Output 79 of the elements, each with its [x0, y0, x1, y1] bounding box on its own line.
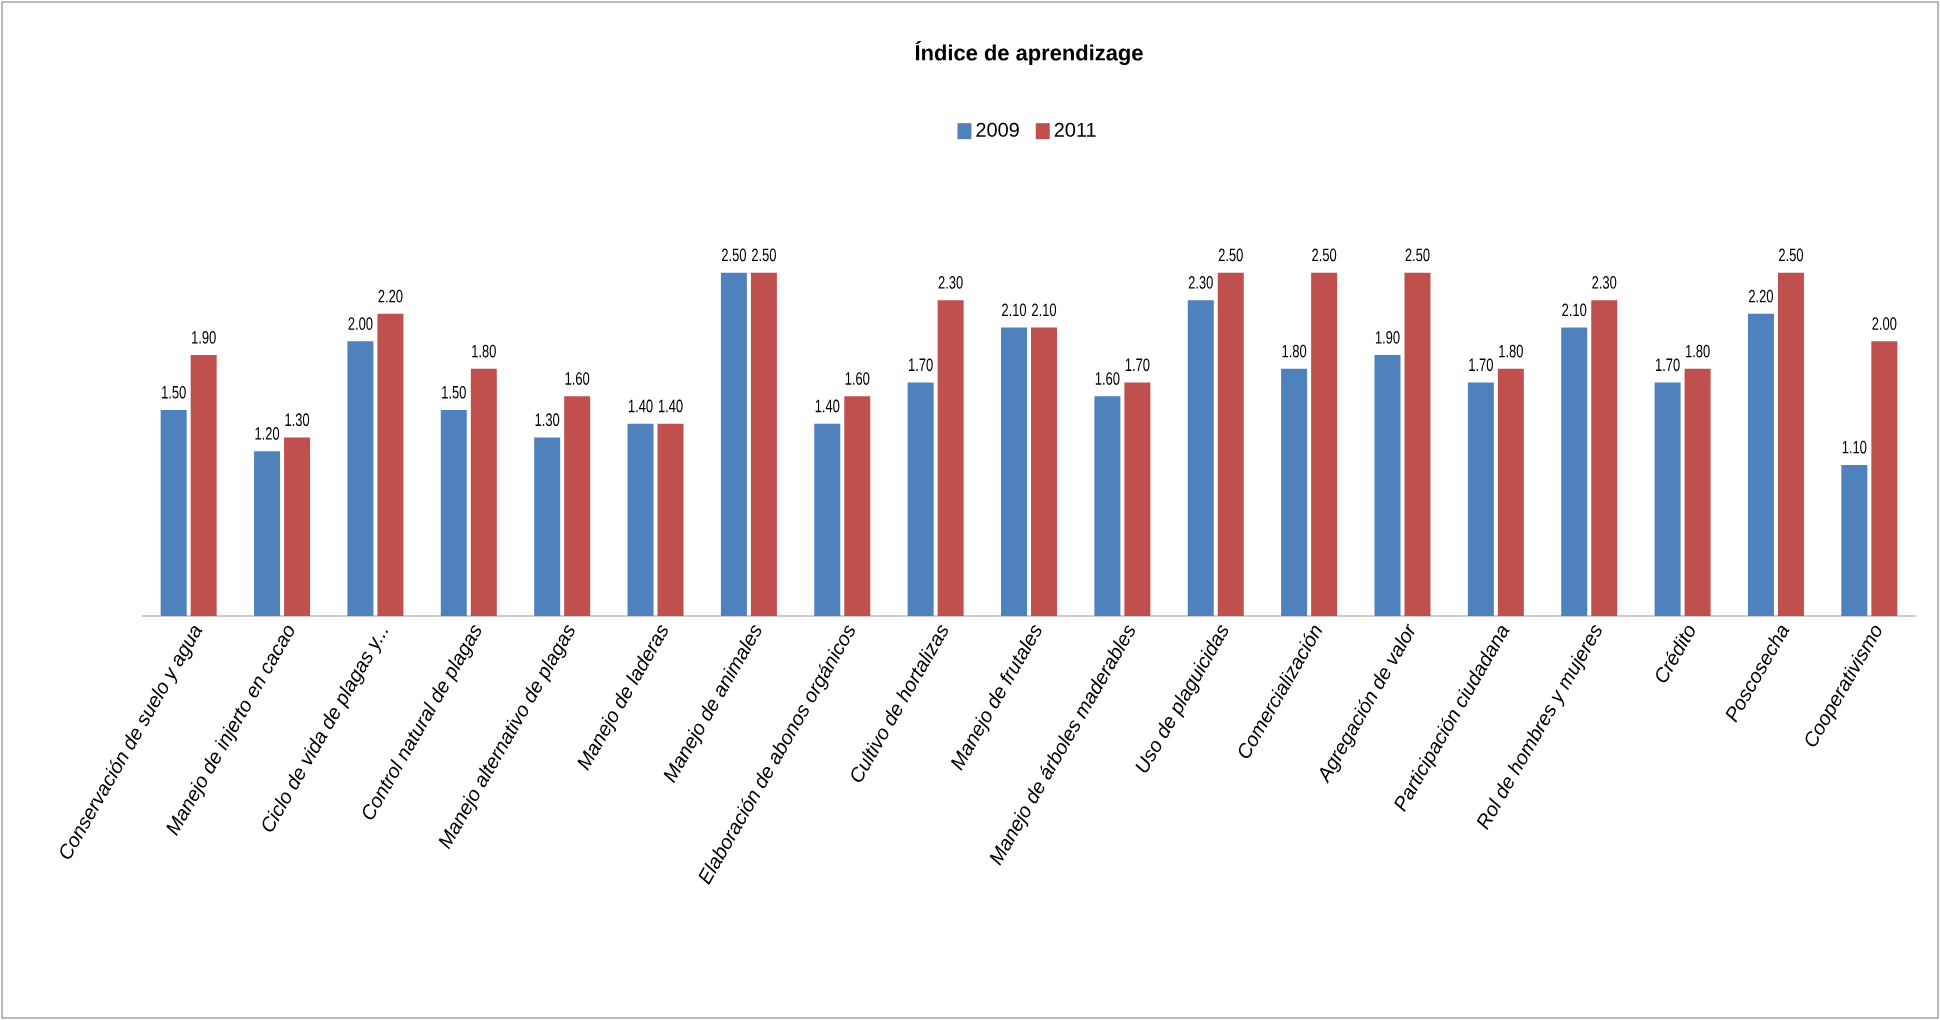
data-label: 1.60 — [845, 372, 870, 385]
bar — [1497, 368, 1524, 616]
bar — [1841, 464, 1868, 616]
bar — [1467, 382, 1494, 616]
data-label: 1.60 — [565, 372, 590, 385]
data-label: 2.50 — [1312, 248, 1337, 262]
bar — [844, 396, 871, 616]
bar — [1777, 272, 1804, 616]
data-label: 1.70 — [1125, 358, 1150, 372]
data-label: 2.10 — [1562, 303, 1587, 317]
legend-label: 2009 — [976, 122, 1019, 137]
bar — [190, 355, 217, 616]
data-label: 1.80 — [1282, 344, 1307, 358]
bar — [1654, 382, 1681, 616]
data-label: 1.80 — [472, 344, 496, 358]
data-label: 1.50 — [162, 385, 186, 399]
data-label: 1.70 — [1656, 358, 1680, 372]
bar — [1281, 368, 1308, 616]
bar — [440, 409, 467, 616]
data-label: 2.20 — [1749, 289, 1774, 303]
data-label: 1.80 — [1686, 344, 1710, 358]
data-label: 2.10 — [1032, 303, 1057, 317]
bar — [627, 423, 654, 616]
data-label: 2.50 — [751, 248, 776, 262]
bar — [284, 437, 311, 616]
data-label: 1.70 — [1469, 358, 1493, 372]
chart-title: Índice de aprendizage — [915, 40, 1143, 66]
data-label: 2.30 — [1188, 276, 1213, 289]
bar — [1871, 341, 1898, 616]
data-label: 2.00 — [348, 317, 373, 330]
data-label: 2.50 — [1218, 248, 1243, 262]
data-label: 2.50 — [721, 248, 746, 262]
bar — [1031, 327, 1058, 616]
bar — [1311, 272, 1338, 616]
legend-label: 2011 — [1054, 122, 1096, 137]
data-label: 1.90 — [192, 330, 216, 344]
bar — [937, 300, 964, 616]
data-label: 1.80 — [1499, 344, 1523, 358]
data-label: 2.30 — [1592, 276, 1617, 289]
bar — [347, 341, 374, 616]
bar — [377, 313, 404, 616]
bar — [1001, 327, 1028, 616]
bar — [254, 451, 281, 616]
bar — [1561, 327, 1588, 616]
data-label: 1.40 — [815, 399, 840, 413]
bar — [907, 382, 934, 616]
bar — [1747, 313, 1774, 616]
bar — [1094, 396, 1121, 616]
data-label: 2.00 — [1872, 317, 1897, 330]
data-label: 1.90 — [1375, 330, 1400, 344]
data-label: 1.50 — [442, 385, 466, 399]
data-label: 2.10 — [1002, 303, 1027, 317]
bar — [534, 437, 561, 616]
bar — [1684, 368, 1711, 616]
data-label: 1.70 — [909, 358, 933, 372]
data-label: 2.50 — [1405, 248, 1430, 262]
data-label: 1.40 — [628, 399, 653, 413]
bar — [160, 409, 187, 616]
data-label: 2.50 — [1779, 248, 1804, 262]
bar — [1591, 300, 1618, 616]
data-label: 2.20 — [378, 289, 403, 303]
bar — [564, 396, 591, 616]
bar — [1217, 272, 1244, 616]
bar — [720, 272, 747, 616]
bar — [657, 423, 684, 616]
bar — [1187, 300, 1214, 616]
bar — [1404, 272, 1431, 616]
data-label: 1.40 — [658, 399, 683, 413]
bar — [1124, 382, 1151, 616]
data-label: 1.30 — [285, 413, 310, 427]
bar — [1374, 355, 1401, 616]
data-label: 1.30 — [535, 413, 560, 427]
data-label: 1.60 — [1095, 372, 1120, 385]
bar — [750, 272, 777, 616]
data-label: 2.30 — [938, 276, 963, 289]
data-label: 1.20 — [255, 427, 280, 440]
bar — [470, 368, 497, 616]
data-label: 1.10 — [1842, 440, 1867, 454]
bar — [814, 423, 841, 616]
